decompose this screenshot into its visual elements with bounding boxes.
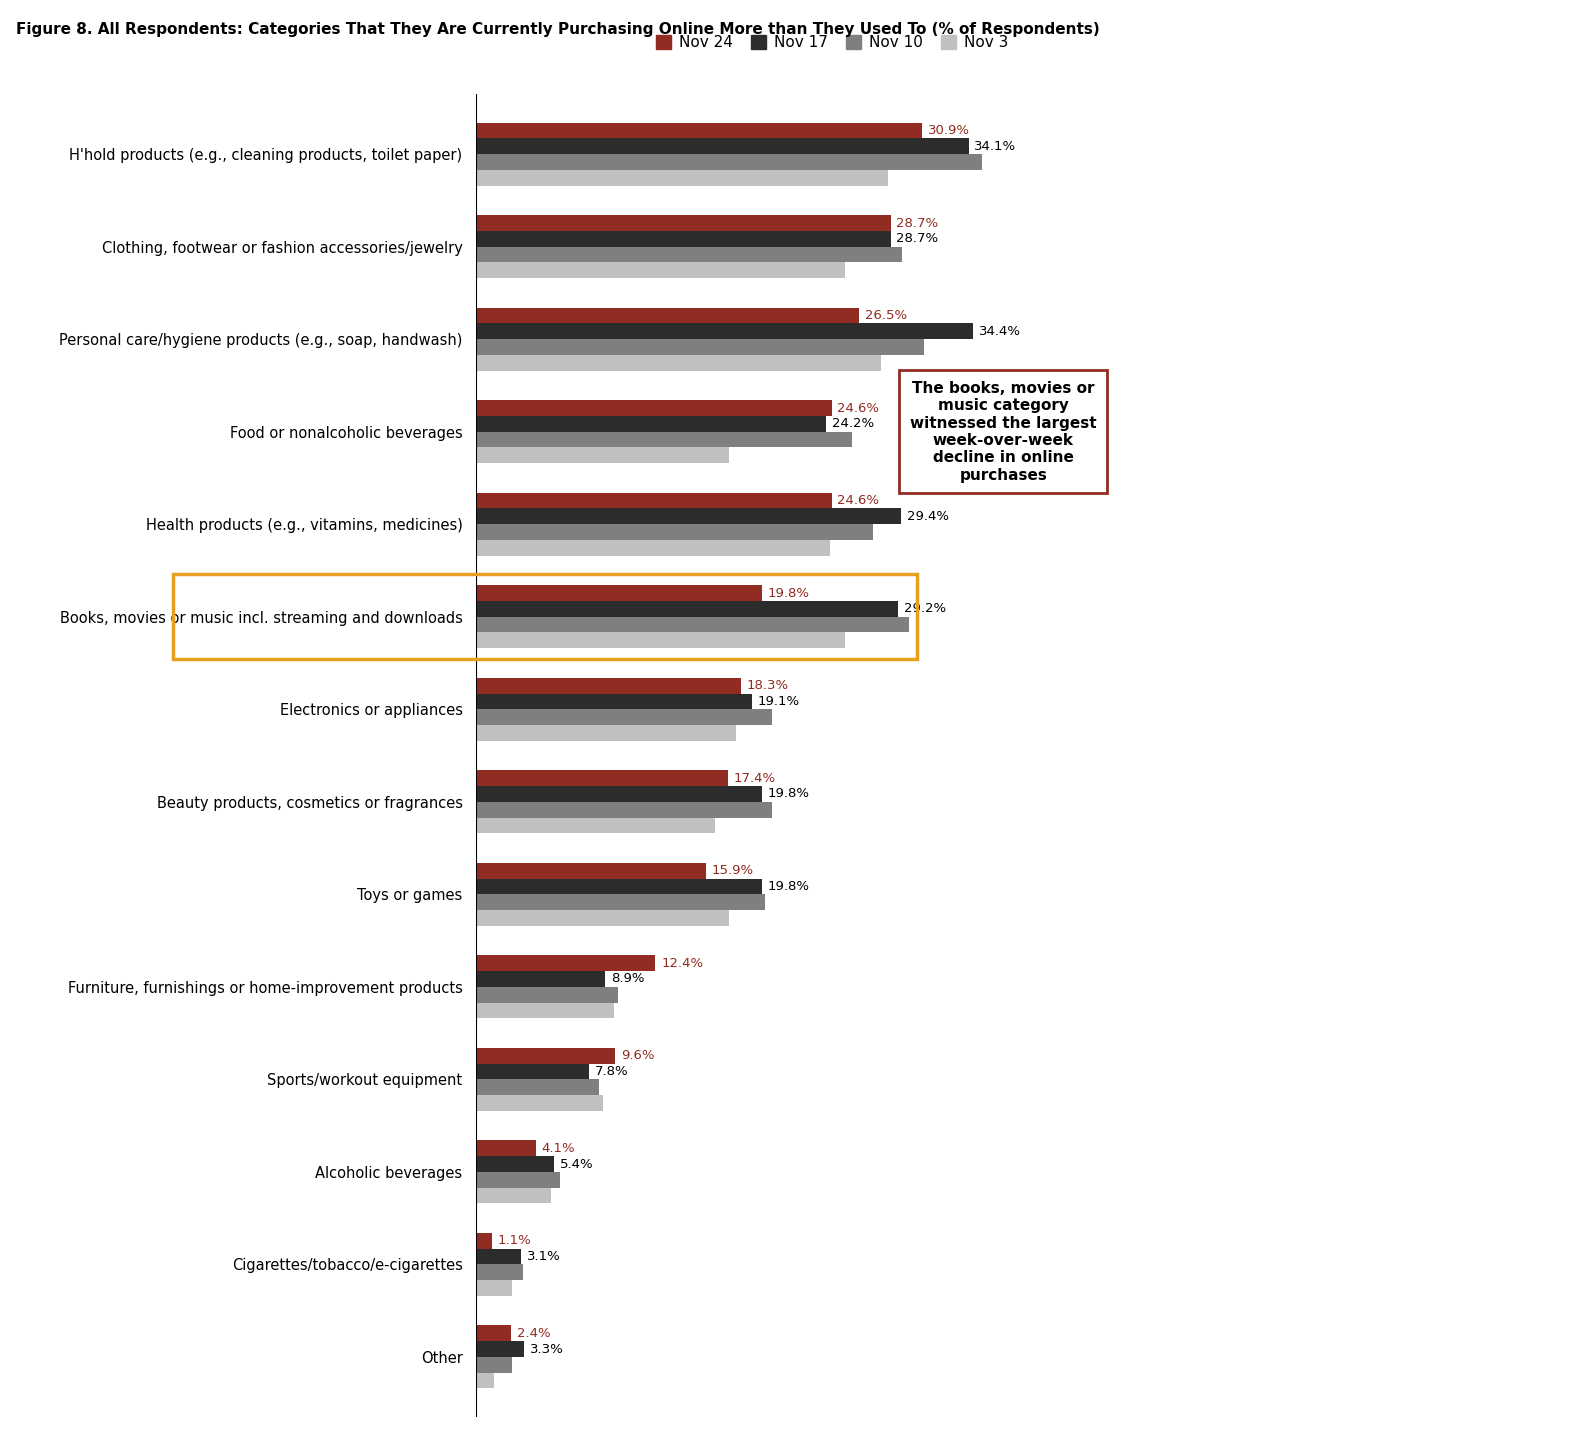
Bar [476, 231, 891, 247]
Bar [476, 1002, 613, 1018]
Bar [476, 879, 762, 894]
Bar [476, 801, 772, 817]
Text: 2.4%: 2.4% [516, 1327, 551, 1340]
Bar [476, 1264, 522, 1280]
Text: 5.4%: 5.4% [561, 1158, 594, 1170]
Bar [476, 1326, 511, 1342]
Bar [476, 308, 859, 324]
Bar [476, 525, 873, 539]
Bar [476, 1141, 535, 1157]
Bar [476, 509, 900, 525]
Text: 19.8%: 19.8% [769, 587, 810, 600]
Bar [476, 863, 707, 879]
Bar [476, 539, 831, 555]
Bar [476, 910, 729, 925]
Text: 8.9%: 8.9% [611, 973, 645, 986]
Text: 4.1%: 4.1% [542, 1142, 575, 1155]
Bar [476, 694, 753, 710]
Text: 24.2%: 24.2% [832, 418, 873, 431]
Bar [476, 1157, 554, 1171]
Bar [476, 1048, 615, 1064]
Bar [476, 678, 740, 694]
Bar [476, 986, 618, 1002]
Bar [476, 493, 832, 509]
Bar [476, 1342, 524, 1356]
Text: 7.8%: 7.8% [596, 1066, 629, 1079]
Bar [476, 123, 923, 139]
Bar [476, 262, 845, 278]
Text: 19.8%: 19.8% [769, 788, 810, 801]
Bar [476, 710, 772, 724]
Text: 30.9%: 30.9% [929, 124, 970, 137]
Bar [476, 215, 891, 231]
Bar [476, 1079, 599, 1095]
Text: 28.7%: 28.7% [897, 233, 939, 246]
Bar [476, 724, 737, 740]
Bar [476, 1249, 521, 1264]
Text: Figure 8. All Respondents: Categories That They Are Currently Purchasing Online : Figure 8. All Respondents: Categories Th… [16, 22, 1099, 36]
Bar [476, 617, 910, 632]
Text: 19.8%: 19.8% [769, 881, 810, 894]
Text: 17.4%: 17.4% [734, 772, 775, 785]
Text: 24.6%: 24.6% [837, 402, 880, 415]
Legend: Nov 24, Nov 17, Nov 10, Nov 3: Nov 24, Nov 17, Nov 10, Nov 3 [649, 29, 1015, 56]
Bar [476, 956, 656, 972]
Bar [476, 169, 888, 185]
Bar [476, 354, 881, 370]
Bar [476, 1372, 494, 1388]
Text: 3.3%: 3.3% [530, 1342, 564, 1355]
Text: The books, movies or
music category
witnessed the largest
week-over-week
decline: The books, movies or music category witn… [910, 380, 1097, 483]
Bar [476, 1171, 561, 1187]
Bar [476, 1095, 603, 1111]
Bar [476, 139, 969, 155]
Text: 34.4%: 34.4% [978, 325, 1021, 338]
Bar [476, 972, 605, 986]
Bar [476, 1280, 513, 1296]
Text: 34.1%: 34.1% [975, 140, 1016, 153]
Bar [476, 602, 897, 617]
Bar [476, 632, 845, 648]
Text: 29.2%: 29.2% [904, 603, 946, 616]
Text: 19.1%: 19.1% [757, 696, 800, 709]
Text: 12.4%: 12.4% [661, 957, 703, 970]
Text: 18.3%: 18.3% [746, 680, 789, 693]
Bar [476, 1356, 513, 1372]
Bar [476, 432, 851, 447]
Text: 1.1%: 1.1% [499, 1235, 532, 1248]
Bar [476, 1064, 589, 1079]
Text: 9.6%: 9.6% [621, 1050, 654, 1063]
Bar [476, 247, 902, 262]
Bar [476, 340, 924, 354]
Bar [476, 401, 832, 416]
Text: 26.5%: 26.5% [865, 309, 907, 322]
Text: 15.9%: 15.9% [711, 865, 754, 878]
Text: 24.6%: 24.6% [837, 495, 880, 508]
Bar [476, 324, 973, 340]
Bar [476, 787, 762, 801]
Bar [476, 1233, 492, 1249]
Bar [476, 817, 715, 833]
Bar [476, 771, 727, 787]
Bar [476, 447, 729, 463]
Bar [476, 586, 762, 602]
Bar [476, 1187, 551, 1203]
Text: 28.7%: 28.7% [897, 217, 939, 230]
Bar [476, 155, 981, 169]
Text: 3.1%: 3.1% [527, 1249, 561, 1262]
Bar [476, 416, 826, 432]
Text: 29.4%: 29.4% [907, 510, 948, 523]
Bar [476, 894, 765, 910]
